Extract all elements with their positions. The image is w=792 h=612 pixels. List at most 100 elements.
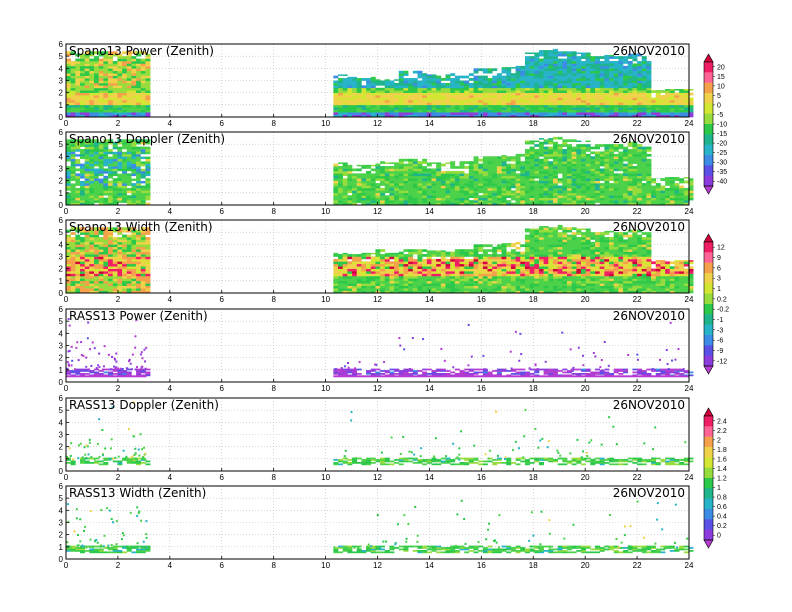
cell bbox=[84, 190, 90, 194]
cell bbox=[627, 70, 633, 74]
cell bbox=[576, 140, 582, 143]
cell bbox=[548, 85, 554, 89]
cell bbox=[454, 97, 460, 101]
cell bbox=[609, 95, 615, 98]
cell bbox=[501, 202, 507, 206]
cell bbox=[618, 178, 624, 181]
cell bbox=[131, 283, 137, 286]
cell bbox=[89, 85, 95, 89]
cell bbox=[585, 52, 591, 55]
cell bbox=[145, 173, 151, 177]
cell bbox=[136, 283, 142, 286]
cell bbox=[384, 180, 390, 184]
cell bbox=[557, 151, 563, 155]
cell bbox=[576, 151, 582, 155]
cell bbox=[126, 61, 132, 64]
cell bbox=[557, 73, 563, 76]
cell bbox=[75, 104, 81, 108]
cell bbox=[145, 61, 151, 64]
cell bbox=[534, 114, 540, 118]
cell bbox=[122, 109, 128, 113]
cell bbox=[75, 239, 81, 243]
cell bbox=[632, 102, 638, 106]
cell bbox=[679, 89, 685, 91]
cell bbox=[581, 200, 586, 203]
cell bbox=[352, 195, 358, 198]
cell bbox=[623, 149, 629, 152]
cell bbox=[524, 175, 530, 179]
cell bbox=[338, 290, 344, 294]
cell bbox=[431, 283, 437, 286]
cell bbox=[426, 192, 432, 196]
cell bbox=[403, 166, 409, 169]
cell bbox=[370, 256, 376, 260]
cell bbox=[370, 285, 376, 289]
cell bbox=[70, 200, 76, 203]
cell bbox=[145, 82, 151, 86]
cell bbox=[380, 82, 386, 86]
cell bbox=[679, 95, 685, 98]
cell bbox=[529, 87, 535, 91]
cell bbox=[422, 99, 428, 103]
cell bbox=[131, 153, 137, 157]
cell bbox=[145, 178, 151, 181]
cell bbox=[66, 70, 71, 74]
cell bbox=[356, 197, 362, 201]
cell bbox=[562, 107, 568, 110]
cell bbox=[94, 144, 100, 147]
cell bbox=[108, 200, 114, 203]
cell bbox=[89, 139, 95, 143]
cell bbox=[426, 74, 432, 76]
cell bbox=[646, 168, 652, 172]
cell bbox=[454, 288, 460, 291]
cell bbox=[103, 175, 109, 179]
cell bbox=[431, 250, 437, 252]
cell bbox=[604, 149, 610, 152]
cell bbox=[515, 107, 521, 110]
cell bbox=[347, 104, 353, 108]
cell bbox=[581, 197, 586, 201]
cell bbox=[623, 61, 629, 64]
x-tick-label: 0 bbox=[64, 207, 69, 216]
cell bbox=[473, 107, 479, 110]
cell bbox=[122, 149, 128, 152]
cell bbox=[80, 285, 85, 289]
cell bbox=[655, 192, 661, 196]
cell bbox=[637, 190, 643, 194]
cell bbox=[543, 70, 549, 74]
cell bbox=[468, 249, 474, 252]
cell bbox=[515, 178, 521, 181]
cell bbox=[117, 80, 123, 84]
cell bbox=[70, 92, 76, 96]
cell bbox=[473, 249, 479, 252]
cell bbox=[445, 200, 451, 203]
cell bbox=[445, 266, 451, 269]
cell bbox=[538, 153, 544, 157]
cell bbox=[538, 141, 544, 145]
cell bbox=[422, 195, 428, 198]
cell bbox=[84, 90, 90, 93]
cell bbox=[609, 73, 615, 76]
cell bbox=[70, 227, 76, 231]
cell bbox=[534, 144, 540, 147]
cell bbox=[136, 61, 142, 64]
cell bbox=[585, 202, 591, 206]
cell bbox=[510, 107, 516, 110]
cell bbox=[66, 271, 71, 274]
cell bbox=[552, 136, 558, 140]
cell bbox=[595, 82, 601, 86]
cell bbox=[112, 254, 118, 257]
cell bbox=[581, 202, 586, 206]
cell bbox=[352, 275, 358, 279]
cell bbox=[347, 261, 353, 265]
cell bbox=[370, 200, 376, 203]
cell bbox=[394, 163, 400, 167]
cell bbox=[604, 90, 610, 93]
cell bbox=[576, 202, 582, 206]
cell bbox=[398, 168, 404, 172]
cell bbox=[98, 112, 104, 115]
cell bbox=[80, 112, 85, 115]
cell bbox=[75, 227, 81, 231]
cell bbox=[145, 197, 151, 201]
cell bbox=[408, 200, 414, 203]
